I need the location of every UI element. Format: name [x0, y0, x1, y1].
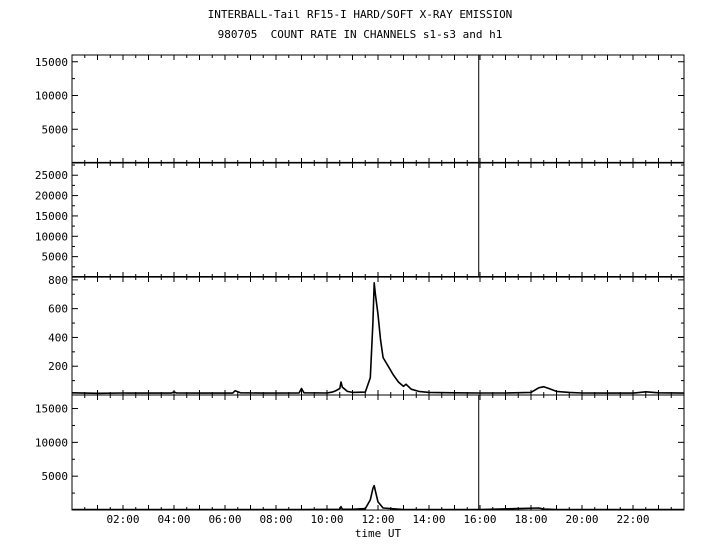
- panel-h1: 15000 10000 5000: [35, 394, 685, 511]
- chart-panels: 15000 10000 5000 25000 20000 15000 10000 5000 80…: [35, 54, 685, 511]
- y-tick-label: 10000: [35, 436, 68, 449]
- x-tick-label: 02:00: [106, 513, 139, 526]
- y-tick-label: 5000: [42, 470, 69, 483]
- x-tick-label: 06:00: [208, 513, 241, 526]
- x-axis-label: time UT: [355, 527, 402, 540]
- panel-frame: [71, 162, 685, 278]
- y-tick-label: 5000: [42, 251, 69, 264]
- y-tick-label: 600: [48, 303, 68, 316]
- y-tick-label: 400: [48, 331, 68, 344]
- y-tick-label: 5000: [42, 123, 69, 136]
- chart-subtitle: 980705 COUNT RATE IN CHANNELS s1-s3 and …: [217, 28, 503, 41]
- y-tick-label: 800: [48, 274, 68, 287]
- y-tick-label: 15000: [35, 56, 68, 69]
- chart-title: INTERBALL-Tail RF15-I HARD/SOFT X-RAY EM…: [207, 8, 513, 21]
- y-tick-label: 25000: [35, 169, 68, 182]
- y-tick-label: 15000: [35, 403, 68, 416]
- y-tick-label: 10000: [35, 230, 68, 243]
- x-tick-label: 22:00: [616, 513, 649, 526]
- series-line-s3: [71, 281, 685, 395]
- x-tick-label: 18:00: [514, 513, 547, 526]
- y-tick-label: 200: [48, 360, 68, 373]
- x-axis: 02:00 04:00 06:00 08:00 10:00 12:00 14:00 16:00…: [106, 513, 649, 526]
- x-tick-label: 20:00: [565, 513, 598, 526]
- x-tick-label: 14:00: [412, 513, 445, 526]
- panel-frame: [71, 276, 685, 396]
- y-tick-label: 10000: [35, 90, 68, 103]
- x-tick-label: 16:00: [463, 513, 496, 526]
- x-tick-label: 08:00: [259, 513, 292, 526]
- panel-s1: 15000 10000 5000: [35, 54, 685, 164]
- x-tick-label: 12:00: [361, 513, 394, 526]
- x-tick-label: 10:00: [310, 513, 343, 526]
- panel-frame: [71, 394, 685, 511]
- y-tick-label: 15000: [35, 210, 68, 223]
- panel-s3: 800 600 400 200: [48, 274, 685, 396]
- panel-s2: 25000 20000 15000 10000 5000: [35, 162, 685, 278]
- x-tick-label: 04:00: [157, 513, 190, 526]
- panel-frame: [71, 54, 685, 164]
- y-tick-label: 20000: [35, 190, 68, 203]
- series-line-h1: [72, 484, 684, 511]
